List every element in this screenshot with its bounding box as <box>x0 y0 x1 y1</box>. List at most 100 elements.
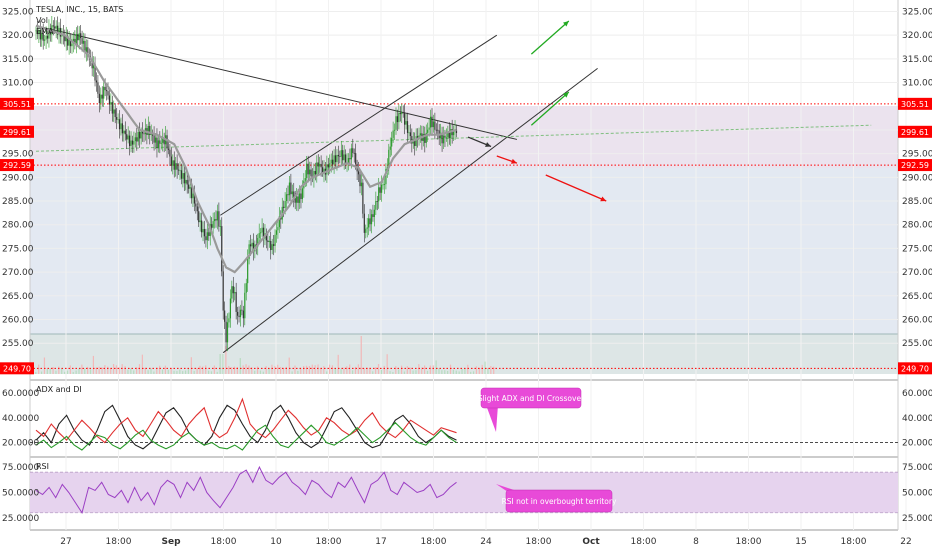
candle-body <box>139 132 141 139</box>
candle-body <box>353 152 355 154</box>
time-tick-label: 22 <box>900 537 911 547</box>
volume-bar <box>199 365 201 374</box>
candle-body <box>113 109 115 114</box>
candle-body <box>442 135 445 144</box>
candle-body <box>347 158 350 163</box>
candle-body <box>136 137 138 142</box>
rsi-line <box>35 465 457 515</box>
candle-body <box>352 148 354 153</box>
volume-bar <box>66 370 69 374</box>
candle-body <box>182 173 184 179</box>
candle-body <box>186 179 188 185</box>
chart-title: TESLA, INC., 15, BATS <box>35 5 123 14</box>
candle-body <box>306 163 308 179</box>
candle-body <box>333 155 335 165</box>
volume-bar <box>484 361 486 374</box>
volume-bar <box>305 365 308 374</box>
candle-body <box>85 47 87 53</box>
price-tick-label-right: 280.00 <box>902 221 932 231</box>
candle-body <box>434 121 436 130</box>
candle-body <box>137 132 139 142</box>
candle-body <box>192 193 194 199</box>
price-tick-label-right: 285.00 <box>902 197 932 207</box>
candle-body <box>44 39 46 41</box>
candle-body <box>229 298 231 319</box>
candle-body <box>185 179 187 184</box>
candle-body <box>414 140 416 146</box>
candle-body <box>156 137 158 149</box>
candle-body <box>329 163 331 168</box>
volume-bar <box>300 367 302 374</box>
volume-bar <box>136 367 138 374</box>
volume-bar <box>254 370 256 374</box>
price-tick-label-left: 315.00 <box>2 55 34 65</box>
projection-arrowhead <box>600 196 607 202</box>
volume-bar <box>467 364 469 374</box>
candle-body <box>297 196 299 203</box>
candle-body <box>340 150 342 157</box>
volume-bar <box>161 369 164 374</box>
volume-bar <box>470 371 472 374</box>
adx-series-line <box>35 404 457 450</box>
volume-bar <box>409 367 411 374</box>
candle-body <box>365 228 367 233</box>
volume-bar <box>421 367 423 374</box>
volume-bar <box>475 366 478 374</box>
candle-body <box>265 233 267 241</box>
candle-body <box>169 149 171 157</box>
volume-bar <box>429 365 431 374</box>
volume-bar <box>40 371 43 374</box>
candle-body <box>277 227 279 231</box>
candle-body <box>179 170 181 172</box>
volume-legend: Vol <box>36 16 48 25</box>
volume-bar <box>308 365 310 374</box>
price-tick-label-left: 285.00 <box>2 197 34 207</box>
volume-bar <box>236 366 238 374</box>
candle-body <box>120 123 122 130</box>
candle-body <box>291 191 293 195</box>
adx-tick-label-right: 20.0000 <box>902 439 932 449</box>
volume-bar <box>334 368 336 374</box>
candle-body <box>417 136 419 139</box>
candle-body <box>124 130 126 135</box>
candle-body <box>111 102 113 114</box>
candle-body <box>418 135 420 139</box>
volume-bar <box>363 367 365 374</box>
candle-body <box>211 224 213 228</box>
volume-bar <box>403 371 406 374</box>
candle-body <box>432 121 435 128</box>
time-tick-label: 15 <box>795 537 806 547</box>
volume-bar <box>170 367 172 374</box>
candle-body <box>107 91 109 96</box>
price-badge-right <box>898 362 932 375</box>
candle-body <box>284 200 286 208</box>
candle-body <box>339 156 341 158</box>
volume-bar <box>95 367 97 374</box>
candle-body <box>188 184 190 189</box>
volume-bar <box>256 366 259 374</box>
candle-body <box>52 25 54 27</box>
candle-body <box>247 258 249 284</box>
price-badge-right <box>898 125 932 138</box>
price-tick-label-left: 290.00 <box>2 173 34 183</box>
candle-body <box>428 127 430 130</box>
ema-legend: EMA <box>36 27 54 36</box>
volume-bar <box>458 371 460 374</box>
candle-body <box>170 156 172 166</box>
volume-bar <box>360 336 362 374</box>
candle-body <box>330 159 332 164</box>
candle-body <box>80 33 82 39</box>
volume-bar <box>167 369 169 374</box>
candle-body <box>100 94 102 104</box>
candle-body <box>349 158 351 160</box>
time-tick-label: 18:00 <box>841 537 867 547</box>
candle-body <box>205 236 207 241</box>
candle-body <box>363 213 365 233</box>
volume-bar <box>383 365 385 374</box>
candle-body <box>81 38 83 44</box>
volume-bar <box>418 364 420 374</box>
volume-bar <box>447 370 449 374</box>
volume-bar <box>389 371 391 374</box>
candle-body <box>59 27 62 37</box>
